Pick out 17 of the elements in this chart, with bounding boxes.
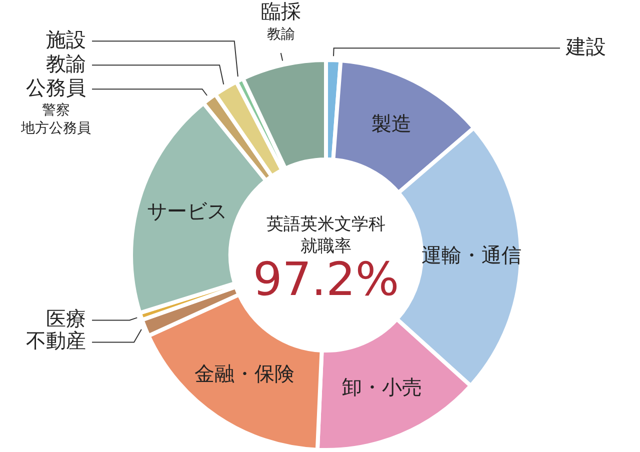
text: 警察: [42, 102, 70, 119]
text: 教諭: [266, 26, 295, 43]
text: 就職率: [300, 236, 352, 256]
slice-label: 医療: [46, 306, 86, 330]
slice-label: 公務員: [26, 75, 86, 100]
text: 地方公務員: [21, 120, 91, 137]
slice-label: 施設: [46, 27, 86, 52]
text: 英語英米文学科: [266, 214, 386, 234]
slice-label: 不動産: [26, 328, 86, 352]
slice-label: 教諭: [46, 51, 86, 76]
slice-label: 卸・小売: [342, 375, 422, 400]
slice-label: サービス: [147, 198, 228, 223]
slice-label: 建設: [565, 34, 606, 58]
slice-label: 製造: [372, 112, 412, 136]
slice-label: 臨採: [260, 0, 301, 24]
slice-label: 運輸・通信: [421, 243, 522, 268]
slice-label: 金融・保険: [194, 362, 295, 386]
